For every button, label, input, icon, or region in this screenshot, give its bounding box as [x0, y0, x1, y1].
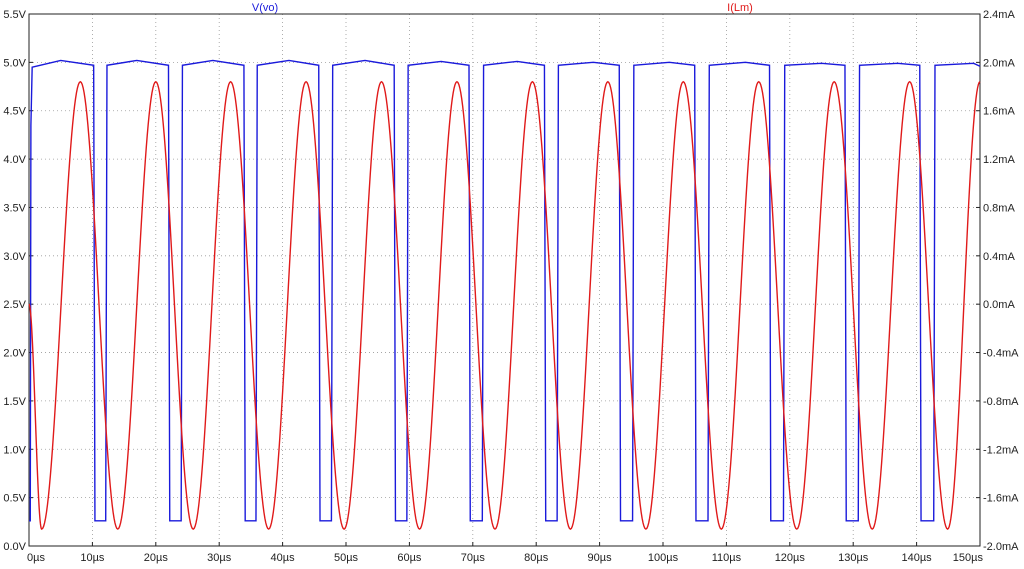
y-tick-label: 2.5V	[3, 299, 26, 311]
y-tick-label: 0.5V	[3, 493, 26, 505]
y2-tick-label: 1.2mA	[983, 154, 1015, 166]
y2-tick-label: -1.2mA	[983, 444, 1019, 456]
x-tick-label: 20µs	[144, 552, 169, 564]
x-tick-label: 40µs	[271, 552, 296, 564]
x-tick-label: 50µs	[334, 552, 359, 564]
x-tick-label: 100µs	[648, 552, 679, 564]
x-tick-label: 120µs	[775, 552, 806, 564]
x-tick-label: 10µs	[80, 552, 105, 564]
y2-tick-label: 0.0mA	[983, 299, 1015, 311]
x-tick-labels: 0µs 10µs 20µs 30µs 40µs 50µs 60µs 70µs 80µs 90µs 1…	[27, 542, 983, 564]
y2-tick-label: 2.4mA	[983, 9, 1015, 21]
x-tick-label: 60µs	[397, 552, 422, 564]
x-tick-label: 80µs	[524, 552, 549, 564]
y-tick-label: 1.0V	[3, 444, 26, 456]
y-tick-label: 4.0V	[3, 154, 26, 166]
y2-tick-label: 0.8mA	[983, 202, 1015, 214]
y-tick-label: 3.5V	[3, 202, 26, 214]
x-tick-label: 130µs	[838, 552, 869, 564]
legend-v-vo: V(vo)	[252, 2, 278, 14]
series-i-lm-line	[28, 80, 981, 530]
x-tick-label: 30µs	[207, 552, 232, 564]
y-tick-label: 5.0V	[3, 57, 26, 69]
x-tick-label: 140µs	[901, 552, 932, 564]
y-tick-label: 4.5V	[3, 106, 26, 118]
y-left-tick-labels: 0.0V 0.5V 1.0V 1.5V 2.0V 2.5V 3.0V 3.5V 4.0V 4.5V…	[3, 9, 33, 553]
y2-tick-label: 2.0mA	[983, 57, 1015, 69]
series-traces	[28, 59, 981, 530]
y2-tick-label: 0.4mA	[983, 251, 1015, 263]
y-right-tick-labels: -2.0mA -1.6mA -1.2mA -0.8mA -0.4mA 0.0mA 0.4mA…	[976, 9, 1019, 553]
x-tick-label: 110µs	[712, 552, 742, 564]
plot-frame	[28, 13, 981, 547]
y-tick-label: 2.0V	[3, 348, 26, 360]
series-v-vo-line	[29, 59, 981, 522]
y-tick-label: 5.5V	[3, 9, 26, 21]
x-tick-label: 0µs	[27, 552, 45, 564]
y2-tick-label: -2.0mA	[983, 541, 1019, 553]
y2-tick-label: -0.4mA	[983, 348, 1019, 360]
y2-tick-label: -0.8mA	[983, 396, 1019, 408]
y-tick-label: 1.5V	[3, 396, 26, 408]
grid	[29, 14, 980, 546]
x-tick-label: 150µs	[953, 552, 984, 564]
legend-i-lm: I(Lm)	[727, 2, 753, 14]
y-tick-label: 0.0V	[3, 541, 26, 553]
y2-tick-label: 1.6mA	[983, 106, 1015, 118]
x-tick-label: 70µs	[461, 552, 486, 564]
x-tick-label: 90µs	[588, 552, 613, 564]
y-tick-label: 3.0V	[3, 251, 26, 263]
y2-tick-label: -1.6mA	[983, 493, 1019, 505]
